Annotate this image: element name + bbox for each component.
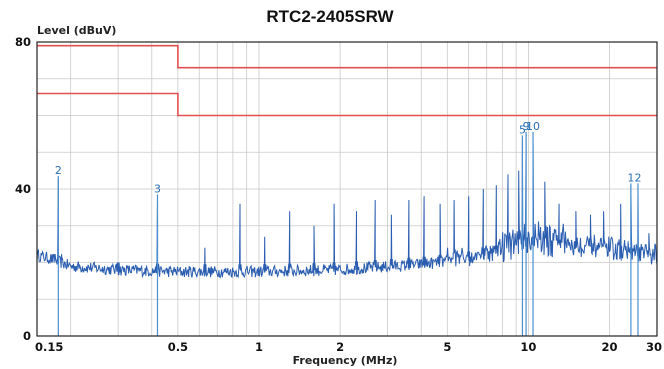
limit-lines — [37, 44, 657, 117]
trace-line — [36, 133, 658, 279]
marker-label: 5 — [519, 124, 526, 137]
x-tick-label: 1 — [255, 340, 263, 354]
y-tick-label: 40 — [15, 182, 31, 196]
x-tick-label: 2 — [336, 340, 344, 354]
limit-line — [37, 44, 657, 69]
plot-frame — [36, 41, 658, 337]
x-axis-title: Frequency (MHz) — [293, 354, 398, 367]
x-tick-label: 0.5 — [168, 340, 188, 354]
x-tick-label: 0.15 — [35, 340, 63, 354]
marker-label: 2 — [634, 171, 641, 184]
measurement-trace — [36, 133, 658, 279]
x-tick-label: 30 — [646, 340, 662, 354]
y-axis-title: Level (dBuV) — [37, 24, 116, 37]
chart-title: RTC2-2405SRW — [266, 7, 394, 26]
marker-label: 10 — [526, 120, 540, 133]
y-tick-label: 0 — [23, 329, 31, 343]
x-tick-label: 5 — [443, 340, 451, 354]
y-tick-label: 80 — [15, 35, 31, 49]
marker-label: 1 — [627, 171, 634, 184]
marker-label: 2 — [55, 164, 62, 177]
grid — [37, 42, 658, 336]
limit-line — [37, 92, 657, 117]
x-tick-label: 20 — [602, 340, 618, 354]
x-tick-label: 10 — [520, 340, 536, 354]
marker-label: 3 — [154, 182, 161, 195]
marker-label: 9 — [523, 120, 530, 133]
